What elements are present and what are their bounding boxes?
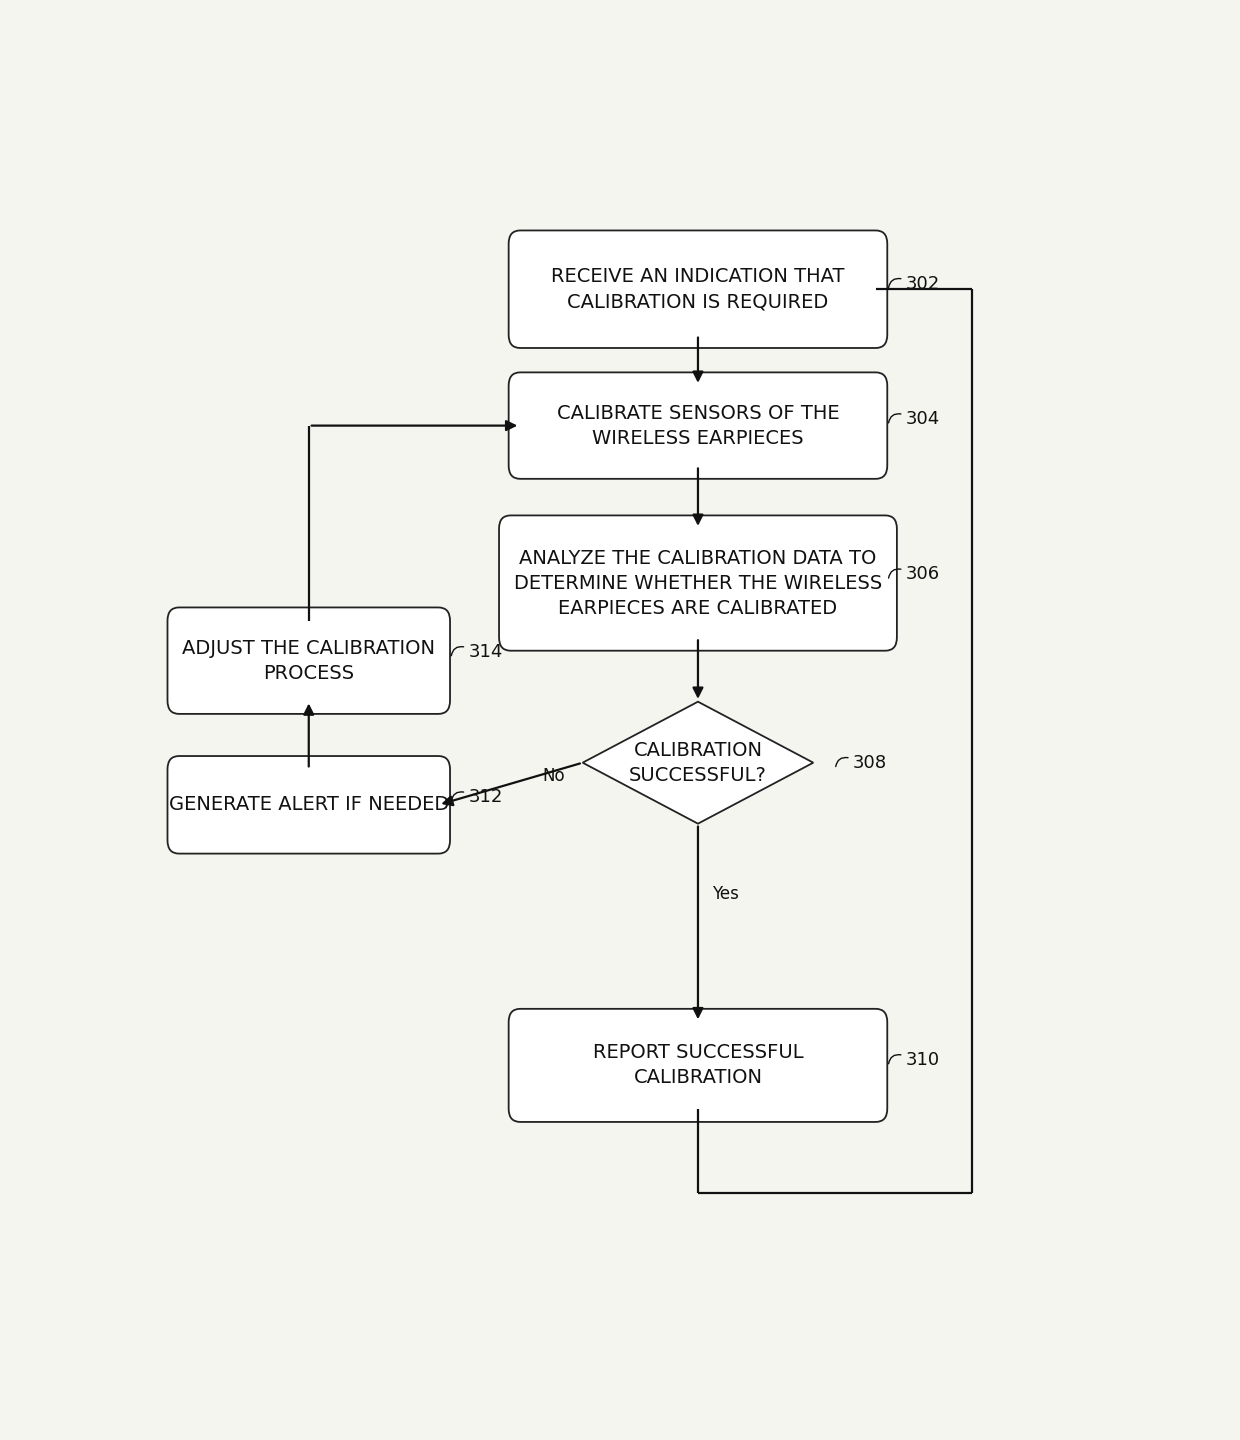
Text: CALIBRATION
SUCCESSFUL?: CALIBRATION SUCCESSFUL? (629, 740, 766, 785)
FancyBboxPatch shape (498, 516, 897, 651)
Text: RECEIVE AN INDICATION THAT
CALIBRATION IS REQUIRED: RECEIVE AN INDICATION THAT CALIBRATION I… (552, 268, 844, 311)
Text: 302: 302 (905, 275, 940, 292)
Text: REPORT SUCCESSFUL
CALIBRATION: REPORT SUCCESSFUL CALIBRATION (593, 1044, 804, 1087)
Text: CALIBRATE SENSORS OF THE
WIRELESS EARPIECES: CALIBRATE SENSORS OF THE WIRELESS EARPIE… (557, 403, 839, 448)
FancyBboxPatch shape (167, 608, 450, 714)
Text: 306: 306 (905, 564, 940, 583)
FancyBboxPatch shape (508, 373, 888, 480)
Text: Yes: Yes (712, 884, 739, 903)
Text: GENERATE ALERT IF NEEDED: GENERATE ALERT IF NEEDED (169, 795, 449, 814)
Text: No: No (543, 768, 565, 785)
FancyBboxPatch shape (508, 230, 888, 348)
Polygon shape (583, 701, 813, 824)
FancyBboxPatch shape (167, 756, 450, 854)
Text: 312: 312 (469, 788, 502, 806)
FancyBboxPatch shape (508, 1009, 888, 1122)
Text: ANALYZE THE CALIBRATION DATA TO
DETERMINE WHETHER THE WIRELESS
EARPIECES ARE CAL: ANALYZE THE CALIBRATION DATA TO DETERMIN… (513, 549, 882, 618)
Text: 314: 314 (469, 642, 502, 661)
Text: 310: 310 (905, 1051, 940, 1068)
Text: ADJUST THE CALIBRATION
PROCESS: ADJUST THE CALIBRATION PROCESS (182, 639, 435, 683)
Text: 308: 308 (853, 753, 887, 772)
Text: 304: 304 (905, 410, 940, 428)
